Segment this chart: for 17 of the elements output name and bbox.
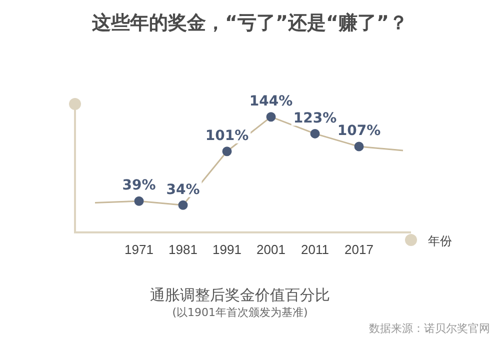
source-note: 数据来源：诺贝尔奖官网 bbox=[369, 321, 490, 336]
data-label: 39% bbox=[122, 178, 156, 194]
x-axis-title: 年份 bbox=[428, 233, 452, 250]
data-label: 107% bbox=[337, 123, 381, 140]
x-tick-label: 1991 bbox=[212, 242, 242, 257]
data-label: 123% bbox=[293, 110, 337, 126]
text: 通胀调整后奖金价值百分比 bbox=[149, 286, 331, 305]
x-tick-label: 1971 bbox=[124, 242, 154, 257]
x-tick-label: 1981 bbox=[168, 242, 198, 257]
data-label: 101% bbox=[205, 128, 249, 144]
data-label: 144% bbox=[249, 93, 293, 110]
chart-title: 这些年的奖金，“亏了”还是“赚了”？ bbox=[91, 11, 409, 36]
x-tick-label: 2001 bbox=[256, 242, 286, 257]
x-tick-label: 2017 bbox=[344, 242, 374, 257]
text: (以1901年首次颁发为基准) bbox=[171, 305, 309, 320]
x-tick-label: 2011 bbox=[301, 242, 329, 257]
data-label: 34% bbox=[166, 182, 200, 198]
